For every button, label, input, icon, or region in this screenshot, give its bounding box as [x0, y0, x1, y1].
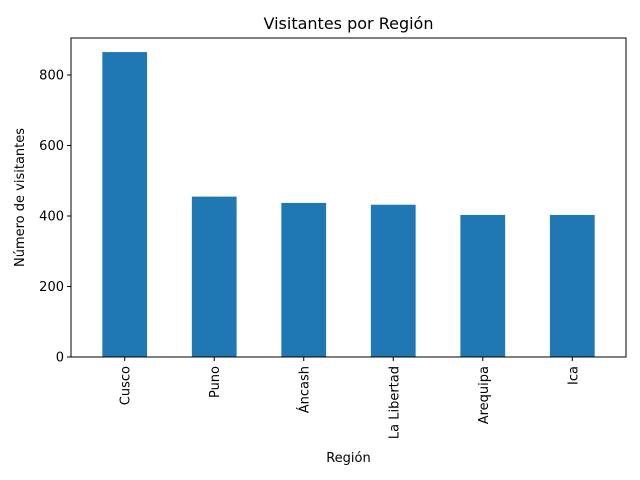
x-tick-label: Ica: [566, 366, 581, 385]
y-tick-label: 800: [39, 69, 64, 84]
x-tick-label: Puno: [208, 366, 223, 398]
x-tick-label: Áncash: [297, 366, 313, 413]
x-tick-label: Cusco: [119, 366, 134, 405]
y-tick-label: 600: [39, 139, 64, 154]
x-tick-label: La Libertad: [387, 366, 402, 439]
x-axis-ticks: Cusco Puno Áncash La Libertad Arequipa Ica: [119, 357, 581, 439]
bar-3: [370, 204, 416, 357]
bar-2: [281, 202, 327, 357]
y-axis-label: Número de visitantes: [13, 128, 28, 267]
chart-title: Visitantes por Región: [264, 14, 434, 33]
y-tick-label: 0: [56, 351, 64, 366]
x-tick-label: Arequipa: [477, 366, 492, 424]
y-tick-label: 400: [39, 210, 64, 225]
bar-5: [549, 214, 595, 357]
x-axis-label: Región: [326, 451, 371, 466]
bar-1: [191, 196, 237, 357]
y-axis-ticks: 0 200 400 600 800: [39, 69, 71, 366]
axes-frame: [70, 37, 627, 358]
y-tick-label: 200: [39, 280, 64, 295]
bar-0: [102, 52, 148, 357]
bar-4: [460, 214, 506, 357]
bars-group: [102, 52, 595, 357]
